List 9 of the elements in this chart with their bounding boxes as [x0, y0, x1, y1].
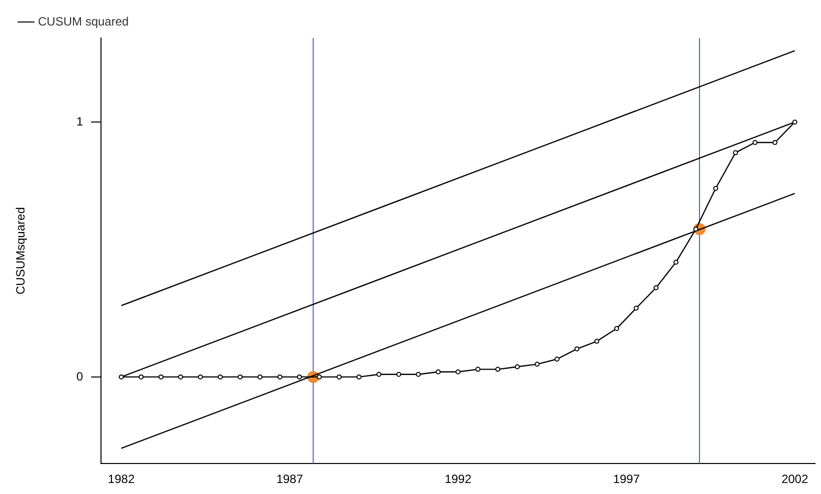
y-tick-label: 1	[76, 114, 84, 128]
x-tick-label: 1987	[276, 472, 304, 486]
x-tick-label: 1992	[444, 472, 472, 486]
y-tick-label: 0	[76, 369, 84, 384]
x-tick-label: 1997	[613, 472, 640, 486]
x-tick-label: 2002	[781, 472, 808, 486]
legend-label: CUSUM squared	[38, 14, 129, 28]
x-tick-label: 1982	[108, 472, 135, 486]
y-axis-title: CUSUMsquared	[14, 207, 28, 294]
